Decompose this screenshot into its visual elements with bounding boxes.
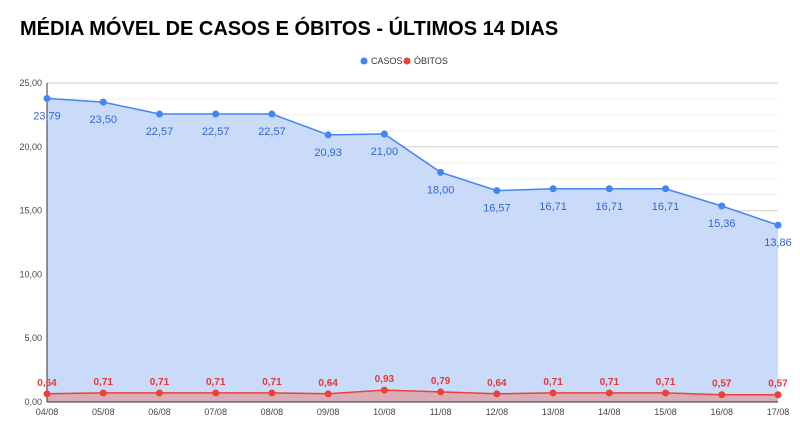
y-tick-label: 15,00 — [19, 206, 42, 216]
point-obitos — [662, 389, 670, 397]
x-tick-label: 14/08 — [598, 407, 621, 417]
point-casos — [155, 110, 163, 118]
point-obitos — [605, 389, 613, 397]
point-obitos — [493, 390, 501, 398]
data-label-casos: 16,71 — [652, 201, 680, 213]
data-label-casos: 13,86 — [764, 237, 792, 249]
x-tick-label: 08/08 — [261, 407, 284, 417]
data-label-casos: 23,50 — [89, 114, 117, 126]
data-label-obitos: 0,71 — [206, 377, 226, 388]
x-tick-label: 17/08 — [767, 407, 790, 417]
point-casos — [380, 130, 388, 138]
data-label-obitos: 0,71 — [93, 377, 113, 388]
axes: 0,00 5,00 10,00 15,00 20,00 25,00 04/08 05/08 06… — [19, 78, 789, 417]
series-points — [43, 94, 782, 399]
data-label-casos: 22,57 — [146, 126, 174, 138]
point-obitos — [155, 389, 163, 397]
point-obitos — [718, 391, 726, 399]
data-label-casos: 21,00 — [371, 146, 399, 158]
point-casos — [549, 185, 557, 193]
legend-label-obitos: ÓBITOS — [414, 56, 448, 66]
point-obitos — [99, 389, 107, 397]
point-obitos — [212, 389, 220, 397]
data-label-casos: 16,71 — [539, 201, 567, 213]
x-tick-label: 13/08 — [542, 407, 565, 417]
x-tick-label: 15/08 — [654, 407, 677, 417]
line-casos — [46, 97, 779, 226]
point-casos — [99, 98, 107, 106]
point-casos — [774, 221, 782, 229]
data-label-casos: 18,00 — [427, 184, 455, 196]
x-tick-label: 04/08 — [36, 407, 59, 417]
line-obitos — [46, 389, 778, 396]
series-lines — [46, 97, 779, 396]
data-label-casos: 16,71 — [596, 201, 624, 213]
x-tick-label: 05/08 — [92, 407, 115, 417]
series-areas — [47, 98, 778, 403]
y-tick-label: 5,00 — [24, 333, 42, 343]
legend: CASOS ÓBITOS — [360, 56, 448, 66]
data-label-obitos: 0,57 — [712, 379, 732, 390]
data-label-obitos: 0,64 — [487, 378, 507, 389]
data-label-obitos: 0,71 — [600, 377, 620, 388]
data-label-obitos: 0,93 — [375, 374, 395, 385]
x-tick-label: 11/08 — [430, 407, 452, 417]
x-tick-label: 09/08 — [317, 407, 340, 417]
y-tick-label: 0,00 — [24, 397, 42, 407]
data-label-casos: 23,79 — [33, 110, 61, 122]
point-casos — [43, 94, 51, 102]
legend-marker-casos — [360, 57, 368, 65]
point-casos — [212, 110, 220, 118]
x-tick-label: 12/08 — [486, 407, 509, 417]
point-casos — [268, 110, 276, 118]
data-label-casos: 22,57 — [258, 126, 286, 138]
point-obitos — [380, 386, 388, 394]
chart-title: MÉDIA MÓVEL DE CASOS E ÓBITOS - ÚLTIMOS … — [20, 18, 559, 40]
y-tick-label: 25,00 — [19, 78, 42, 88]
data-label-obitos: 0,64 — [318, 378, 338, 389]
point-obitos — [43, 390, 51, 398]
x-tick-label: 16/08 — [711, 407, 734, 417]
data-label-obitos: 0,71 — [656, 377, 676, 388]
x-tick-label: 07/08 — [204, 407, 227, 417]
y-tick-label: 10,00 — [19, 269, 42, 279]
legend-label-casos: CASOS — [371, 56, 403, 66]
data-label-obitos: 0,79 — [431, 376, 451, 387]
point-obitos — [324, 390, 332, 398]
point-casos — [662, 185, 670, 193]
x-tick-label: 06/08 — [148, 407, 171, 417]
data-labels: 23,79 23,50 22,57 22,57 22,57 20,93 21,00 18,00… — [33, 110, 792, 389]
point-casos — [324, 131, 332, 139]
point-casos — [437, 168, 445, 176]
point-obitos — [437, 388, 445, 396]
data-label-obitos: 0,71 — [543, 377, 563, 388]
data-label-casos: 20,93 — [314, 147, 342, 159]
point-casos — [718, 202, 726, 210]
data-label-casos: 15,36 — [708, 218, 736, 230]
data-label-casos: 16,57 — [483, 203, 511, 215]
point-obitos — [774, 391, 782, 399]
y-tick-label: 20,00 — [19, 142, 42, 152]
area-casos — [47, 98, 778, 403]
legend-marker-obitos — [403, 57, 411, 65]
data-label-obitos: 0,57 — [768, 379, 788, 390]
data-label-obitos: 0,64 — [37, 378, 57, 389]
point-obitos — [268, 389, 276, 397]
point-obitos — [549, 389, 557, 397]
point-casos — [605, 185, 613, 193]
x-tick-label: 10/08 — [373, 407, 396, 417]
data-label-casos: 22,57 — [202, 126, 230, 138]
point-casos — [493, 187, 501, 195]
data-label-obitos: 0,71 — [262, 377, 282, 388]
data-label-obitos: 0,71 — [150, 377, 170, 388]
